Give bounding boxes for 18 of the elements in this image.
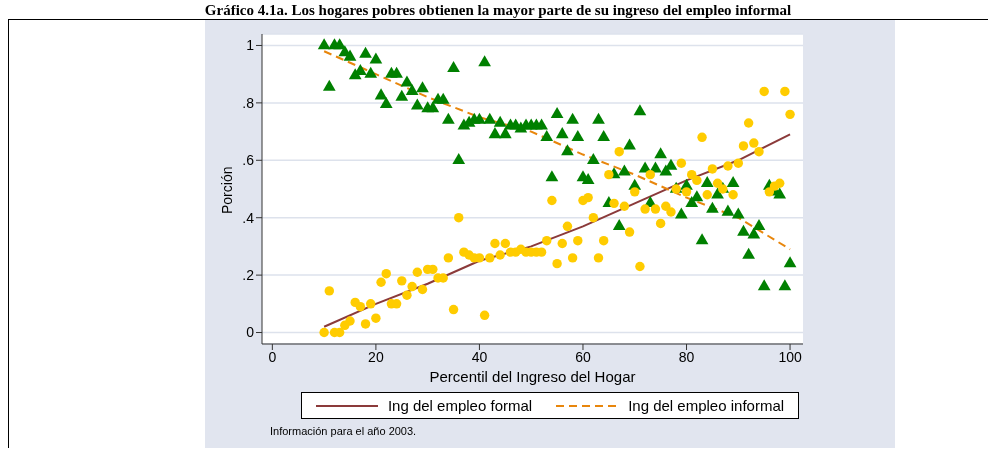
y-tick-label: 1 [246,37,255,54]
x-tick-label: 80 [678,348,695,365]
legend-label: Ing del empleo formal [387,397,533,414]
y-tick-label: .2 [242,267,255,284]
x-tick-label: 20 [368,348,384,365]
y-axis-title: Porción [218,166,235,214]
legend-label: Ing del empleo informal [628,397,785,414]
x-tick-label: 100 [778,348,802,365]
y-tick-label: .4 [242,209,255,226]
x-tick-label: 60 [575,348,591,365]
x-tick-label: 0 [268,348,277,365]
x-axis-title: Percentil del Ingreso del Hogar [429,368,636,385]
x-tick-label: 40 [471,348,488,365]
chart-title: Gráfico 4.1a. Los hogares pobres obtienen la mayor parte de su ingreso del empleo informal [203,2,793,19]
y-tick-label: 0 [246,324,255,341]
y-tick-label: .8 [242,94,255,111]
y-tick-label: .6 [242,152,255,169]
text: Información para el año 2003. [270,425,418,437]
